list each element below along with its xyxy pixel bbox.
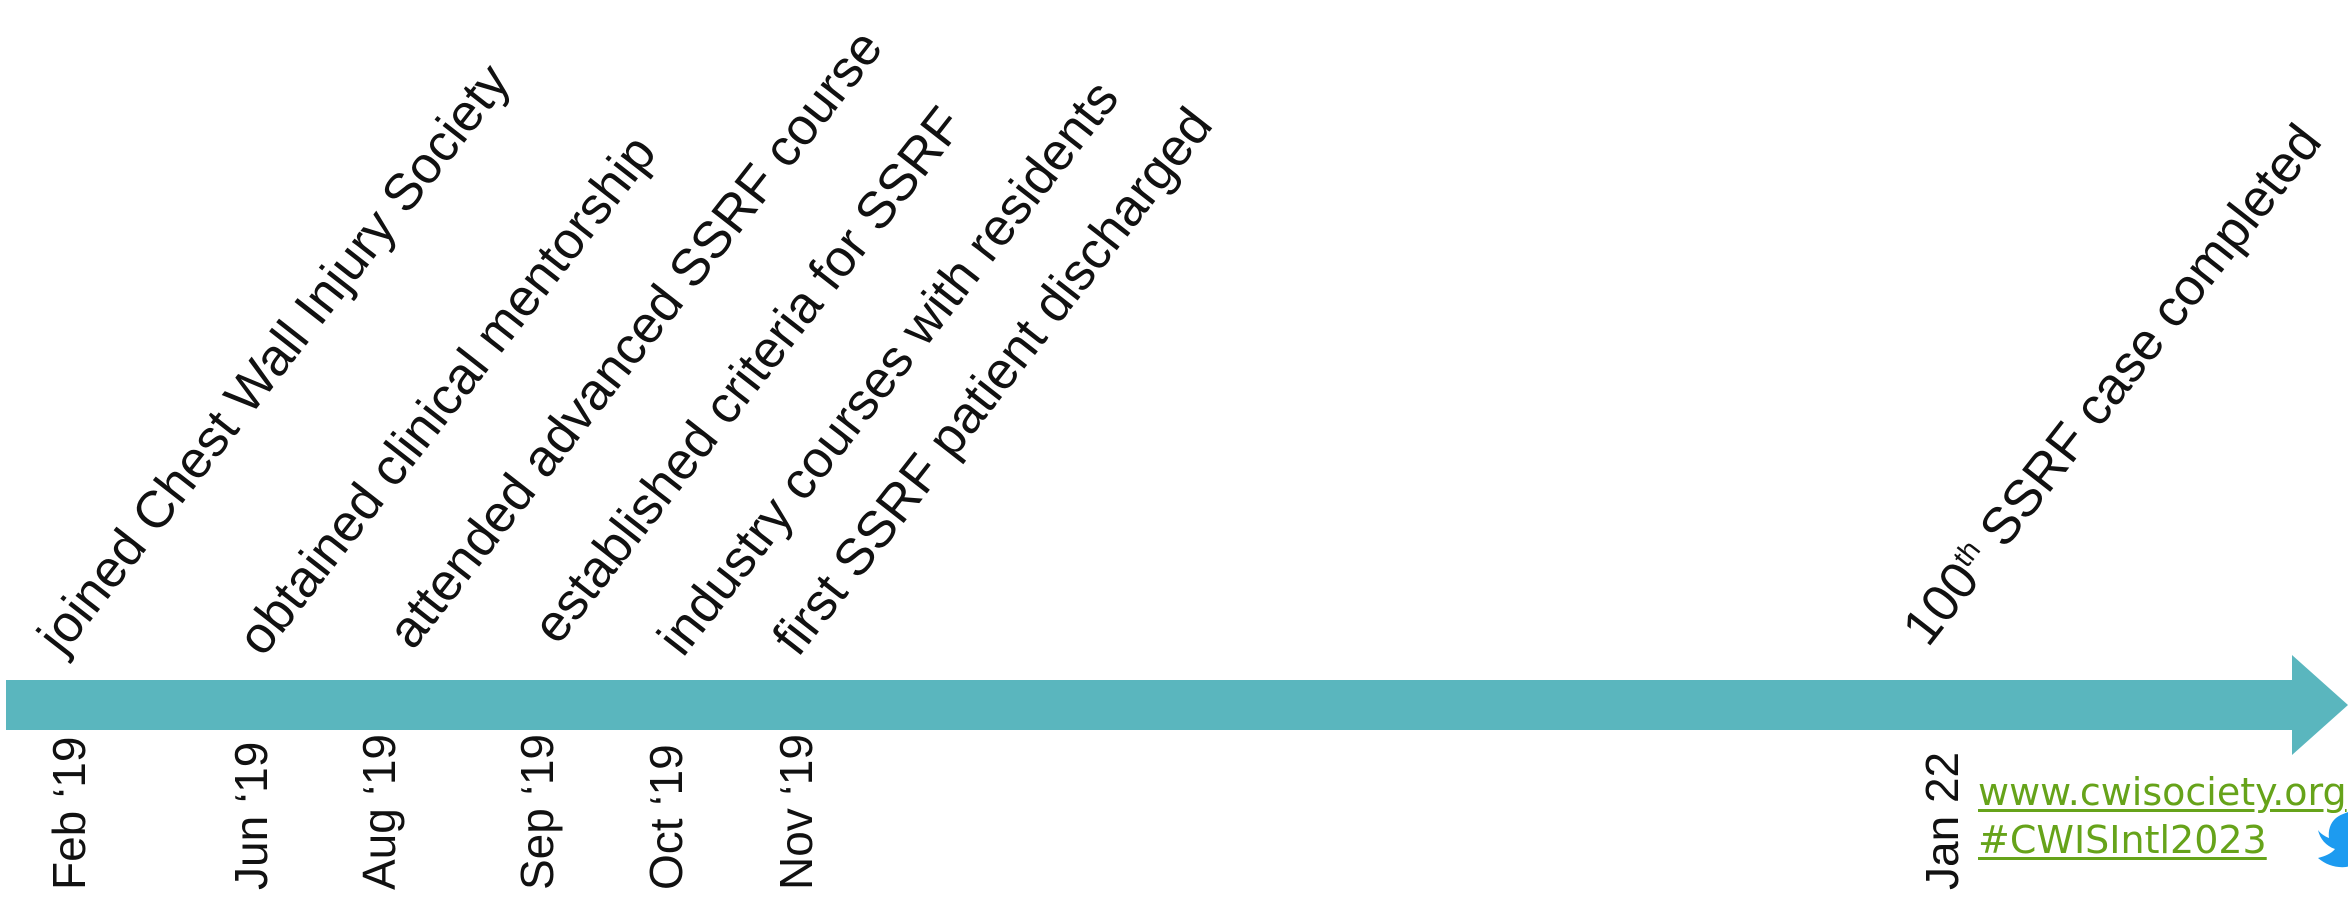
date-aug-19: Aug ‘19: [353, 733, 405, 890]
twitter-bird-icon: [2318, 804, 2348, 874]
hashtag-link[interactable]: #CWISIntl2023: [1978, 818, 2267, 862]
website-link[interactable]: www.cwisociety.org: [1978, 770, 2347, 814]
event-label-100th-rest: SSRF case completed: [1959, 113, 2333, 569]
event-label-100th-case: 100th SSRF case completed: [1892, 113, 2333, 656]
date-nov-19: Nov ‘19: [770, 734, 822, 890]
date-jan-22: Jan 22: [1916, 751, 1968, 890]
date-jun-19: Jun ‘19: [225, 741, 277, 890]
event-label-first-patient: first SSRF patient discharged: [761, 97, 1224, 666]
date-sep-19: Sep ‘19: [511, 733, 563, 890]
date-feb-19: Feb ‘19: [43, 736, 95, 890]
timeline-arrow-shape: [6, 655, 2348, 755]
date-oct-19: Oct ‘19: [640, 744, 692, 890]
footer-links: www.cwisociety.org #CWISIntl2023: [1978, 768, 2347, 864]
timeline-arrow: [6, 655, 2348, 755]
